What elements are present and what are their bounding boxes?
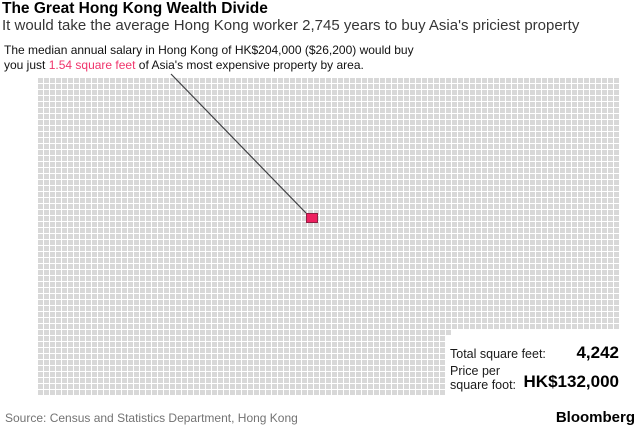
price-per-square-foot-label: Price per square foot: xyxy=(450,364,517,392)
source-credit: Source: Census and Statistics Department… xyxy=(5,411,298,425)
annotation-line-1: The median annual salary in Hong Kong of… xyxy=(4,43,414,57)
price-per-square-foot-value: HK$132,000 xyxy=(523,372,619,391)
highlighted-square xyxy=(306,213,318,223)
total-square-feet-value: 4,242 xyxy=(576,343,619,362)
stats-panel: Total square feet: 4,242 Price per squar… xyxy=(450,343,619,394)
annotation-line-2: you just 1.54 square feet of Asia's most… xyxy=(4,58,414,73)
footer: Source: Census and Statistics Department… xyxy=(0,408,640,430)
bloomberg-logo: Bloomberg xyxy=(555,409,635,426)
annotation-line-2-prefix: you just xyxy=(4,58,49,72)
waffle-grid-block xyxy=(38,78,619,329)
waffle-grid-block xyxy=(38,336,445,395)
waffle-grid-block xyxy=(38,330,451,335)
annotation-line-2-suffix: of Asia's most expensive property by are… xyxy=(135,58,364,72)
highlighted-value-text: 1.54 square feet xyxy=(48,58,136,72)
price-per-square-foot-row: Price per square foot: HK$132,000 xyxy=(450,364,619,392)
page-subtitle: It would take the average Hong Kong work… xyxy=(2,17,580,34)
total-square-feet-label: Total square feet: xyxy=(450,347,546,361)
page-title: The Great Hong Kong Wealth Divide xyxy=(2,0,268,17)
annotation: The median annual salary in Hong Kong of… xyxy=(4,43,414,73)
total-square-feet-row: Total square feet: 4,242 xyxy=(450,343,619,363)
